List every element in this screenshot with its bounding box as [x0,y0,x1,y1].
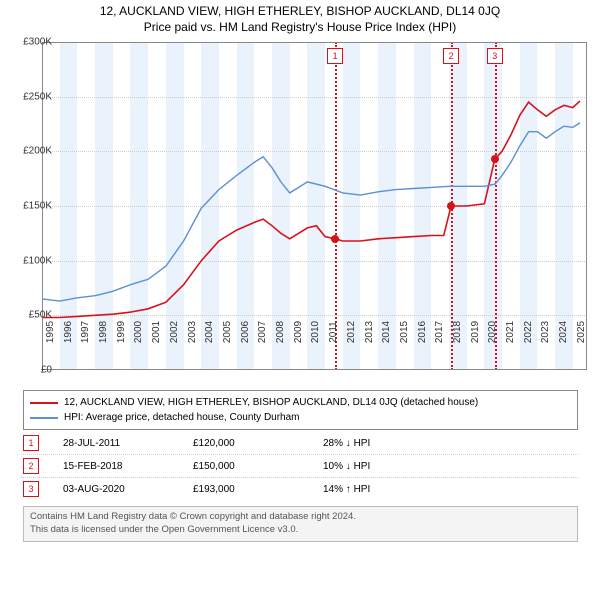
x-tick-label: 2015 [399,321,410,343]
x-tick-label: 2002 [169,321,180,343]
y-tick-label: £100K [12,255,52,266]
x-tick-label: 2020 [487,321,498,343]
x-tick-label: 2007 [257,321,268,343]
x-tick-label: 2010 [310,321,321,343]
x-tick-label: 1999 [116,321,127,343]
legend-item: HPI: Average price, detached house, Coun… [30,410,571,425]
x-tick-label: 2009 [293,321,304,343]
x-tick-label: 2012 [346,321,357,343]
x-tick-label: 2018 [452,321,463,343]
footer: Contains HM Land Registry data © Crown c… [23,506,578,542]
x-tick-label: 1997 [80,321,91,343]
x-tick-label: 2000 [133,321,144,343]
x-tick-label: 2014 [381,321,392,343]
figure: 12, AUCKLAND VIEW, HIGH ETHERLEY, BISHOP… [0,0,600,590]
event-row: 2 15-FEB-2018 £150,000 10% ↓ HPI [23,455,578,477]
event-marker: 3 [23,481,39,497]
x-tick-label: 2024 [558,321,569,343]
footer-line-1: Contains HM Land Registry data © Crown c… [30,511,571,524]
legend-swatch [30,402,58,404]
event-date: 28-JUL-2011 [63,438,193,449]
event-table: 1 28-JUL-2011 £120,000 28% ↓ HPI 2 15-FE… [23,432,578,500]
event-row: 1 28-JUL-2011 £120,000 28% ↓ HPI [23,432,578,454]
event-price: £193,000 [193,484,323,495]
y-tick-label: £0 [12,365,52,376]
x-tick-label: 2013 [364,321,375,343]
legend-swatch [30,417,58,419]
title: 12, AUCKLAND VIEW, HIGH ETHERLEY, BISHOP… [0,0,600,18]
y-tick-label: £150K [12,201,52,212]
x-tick-label: 2019 [470,321,481,343]
x-tick-label: 2008 [275,321,286,343]
subtitle: Price paid vs. HM Land Registry's House … [0,18,600,34]
x-tick-label: 2021 [505,321,516,343]
legend-label: HPI: Average price, detached house, Coun… [64,412,300,423]
y-tick-label: £200K [12,146,52,157]
legend-label: 12, AUCKLAND VIEW, HIGH ETHERLEY, BISHOP… [64,397,478,408]
x-tick-label: 2004 [204,321,215,343]
x-tick-label: 2017 [434,321,445,343]
event-price: £120,000 [193,438,323,449]
y-tick-label: £250K [12,91,52,102]
x-tick-label: 2023 [540,321,551,343]
event-price: £150,000 [193,461,323,472]
event-date: 03-AUG-2020 [63,484,193,495]
x-tick-label: 2025 [576,321,587,343]
y-tick-label: £50K [12,310,52,321]
event-marker: 1 [23,435,39,451]
x-tick-label: 2011 [328,321,339,343]
x-tick-label: 2006 [240,321,251,343]
x-tick-label: 1996 [63,321,74,343]
event-hpi: 10% ↓ HPI [323,461,443,472]
event-hpi: 28% ↓ HPI [323,438,443,449]
x-tick-label: 2005 [222,321,233,343]
x-tick-label: 2016 [417,321,428,343]
x-tick-label: 2003 [187,321,198,343]
legend: 12, AUCKLAND VIEW, HIGH ETHERLEY, BISHOP… [23,390,578,430]
event-row: 3 03-AUG-2020 £193,000 14% ↑ HPI [23,478,578,500]
event-hpi: 14% ↑ HPI [323,484,443,495]
y-tick-label: £300K [12,37,52,48]
x-tick-label: 2001 [151,321,162,343]
footer-line-2: This data is licensed under the Open Gov… [30,524,571,537]
x-tick-label: 1995 [45,321,56,343]
x-tick-label: 2022 [523,321,534,343]
x-tick-label: 1998 [98,321,109,343]
legend-item: 12, AUCKLAND VIEW, HIGH ETHERLEY, BISHOP… [30,395,571,410]
event-date: 15-FEB-2018 [63,461,193,472]
event-marker: 2 [23,458,39,474]
